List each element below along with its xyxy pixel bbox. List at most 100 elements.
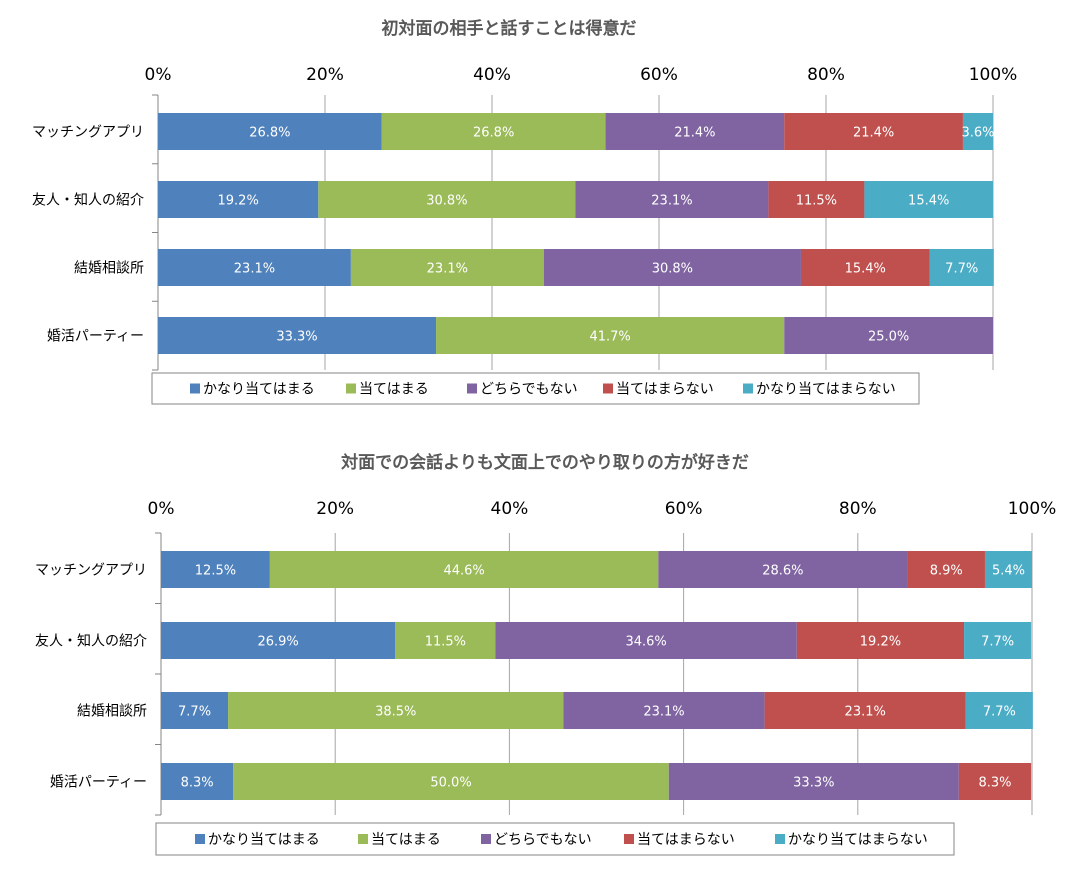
data-label: 7.7% [945, 262, 978, 277]
data-label: 26.9% [257, 635, 298, 650]
chart-title: 初対面の相手と話すことは得意だ [382, 18, 637, 39]
legend-swatch [775, 834, 785, 844]
bar-segment [161, 622, 396, 659]
bar-segment [495, 622, 797, 659]
bar-segment [768, 181, 865, 218]
legend-swatch [743, 383, 753, 394]
bar-segment [668, 763, 959, 800]
data-label: 8.3% [181, 776, 214, 791]
bar-segment [575, 181, 769, 218]
legend-box [155, 822, 955, 856]
category-label: マッチングアプリ [32, 125, 144, 141]
x-tick-label: 40% [491, 499, 529, 519]
bar-segment [563, 692, 765, 729]
bar-segment [964, 622, 1032, 659]
category-label: マッチングアプリ [35, 563, 147, 579]
data-label: 34.6% [625, 635, 666, 650]
data-label: 44.6% [443, 564, 484, 579]
data-label: 25.0% [868, 330, 909, 345]
bar-segment [350, 249, 544, 286]
bar-segment [158, 113, 382, 150]
data-label: 26.8% [249, 126, 290, 141]
legend-label: 当てはまる [371, 832, 441, 848]
legend-label: どちらでもない [480, 382, 578, 398]
data-label: 23.1% [651, 194, 692, 209]
legend-label: かなり当てはまる [203, 382, 315, 398]
legend-swatch [346, 383, 356, 394]
data-label: 41.7% [589, 330, 630, 345]
legend-label: どちらでもない [494, 832, 592, 848]
bar-segment [929, 249, 994, 286]
x-tick-label: 20% [316, 499, 354, 519]
data-label: 8.9% [930, 564, 963, 579]
bar-segment [864, 181, 993, 218]
data-label: 28.6% [762, 564, 803, 579]
data-label: 26.8% [473, 126, 514, 141]
bar-segment [269, 551, 659, 588]
bar-segment [958, 763, 1032, 800]
x-tick-label: 60% [640, 65, 678, 85]
data-label: 11.5% [425, 635, 466, 650]
bar-segment [158, 317, 437, 354]
data-label: 50.0% [430, 776, 471, 791]
data-label: 7.7% [983, 705, 1016, 720]
bar-segment [161, 692, 229, 729]
x-tick-label: 80% [839, 499, 877, 519]
data-label: 19.2% [860, 635, 901, 650]
data-label: 33.3% [276, 330, 317, 345]
bar-segment [161, 551, 270, 588]
data-label: 11.5% [796, 194, 837, 209]
legend-label: 当てはまらない [637, 832, 735, 848]
bar-segment [962, 113, 993, 150]
data-label: 33.3% [793, 776, 834, 791]
bar-segment [158, 249, 351, 286]
legend-label: かなり当てはまらない [788, 832, 928, 848]
bar-segment [800, 249, 930, 286]
legend-box [151, 372, 920, 405]
legend-label: 当てはまらない [616, 382, 714, 398]
bar-segment [381, 113, 606, 150]
x-tick-label: 20% [306, 65, 344, 85]
legend-swatch [358, 834, 368, 844]
data-label: 19.2% [218, 194, 259, 209]
data-label: 23.1% [845, 705, 886, 720]
bar-segment [658, 551, 908, 588]
data-label: 5.4% [992, 564, 1025, 579]
legend-label: かなり当てはまる [208, 832, 320, 848]
x-tick-label: 60% [665, 499, 703, 519]
legend-swatch [195, 834, 205, 844]
x-tick-label: 80% [807, 65, 845, 85]
x-tick-label: 100% [1008, 499, 1057, 519]
bar-segment [984, 551, 1032, 588]
data-label: 21.4% [853, 126, 894, 141]
category-label: 婚活パーティー [47, 329, 144, 345]
data-label: 23.1% [427, 262, 468, 277]
data-label: 23.1% [234, 262, 275, 277]
bar-segment [395, 622, 496, 659]
data-label: 21.4% [674, 126, 715, 141]
data-label: 30.8% [652, 262, 693, 277]
data-label: 15.4% [908, 194, 949, 209]
chart-title: 対面での会話よりも文面上でのやり取りの方が好きだ [340, 452, 749, 473]
bar-segment [318, 181, 576, 218]
data-label: 7.7% [981, 635, 1014, 650]
category-label: 結婚相談所 [74, 261, 144, 277]
legend-swatch [624, 834, 634, 844]
bar-segment [436, 317, 785, 354]
bar-segment [907, 551, 985, 588]
bar-segment [158, 181, 319, 218]
bar-segment [784, 317, 993, 354]
data-label: 38.5% [375, 705, 416, 720]
category-label: 婚活パーティー [50, 775, 147, 791]
bar-segment [965, 692, 1033, 729]
legend-label: かなり当てはまらない [756, 382, 896, 398]
bar-segment [543, 249, 801, 286]
bar-segment [764, 692, 966, 729]
data-label: 12.5% [195, 564, 236, 579]
legend-swatch [190, 383, 200, 394]
data-label: 8.3% [978, 776, 1011, 791]
bar-segment [605, 113, 785, 150]
x-tick-label: 100% [969, 65, 1018, 85]
bar-segment [161, 763, 234, 800]
